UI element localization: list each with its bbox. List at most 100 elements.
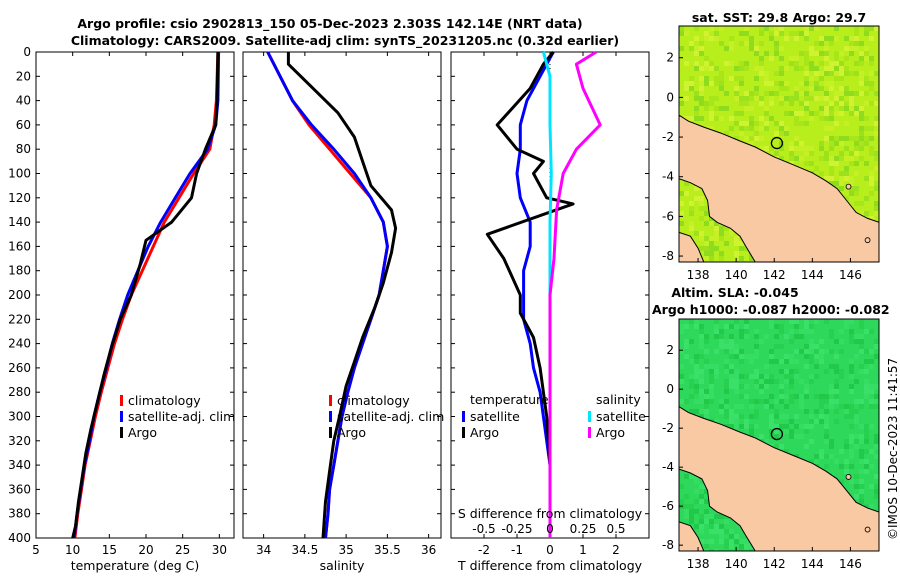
- sst_map-cell: [764, 76, 769, 81]
- sla_map-cell: [694, 499, 699, 504]
- sst_map-cell: [709, 236, 714, 241]
- sst_map-cell: [769, 36, 774, 41]
- sst_map-cell: [704, 101, 709, 106]
- sst_map-cell: [709, 221, 714, 226]
- sla_map-cell: [739, 359, 744, 364]
- sla_map-cell: [699, 379, 704, 384]
- sla_map-cell: [804, 324, 809, 329]
- sla_map-island: [864, 526, 871, 533]
- sla_map-cell: [699, 484, 704, 489]
- sla_map-cell: [864, 469, 869, 474]
- sla_map-ytick-label: 0: [666, 382, 674, 396]
- sst_map-cell: [714, 236, 719, 241]
- temperature-ytick-label: 220: [8, 312, 31, 326]
- sst_map-cell: [864, 26, 869, 31]
- sst_map-cell: [859, 201, 864, 206]
- sst_map-cell: [764, 146, 769, 151]
- temperature-ytick-label: 140: [8, 215, 31, 229]
- sla_map-cell: [714, 419, 719, 424]
- sst_map-cell: [764, 26, 769, 31]
- sla_map-cell: [844, 409, 849, 414]
- sst_map-cell: [854, 31, 859, 36]
- sst_map-cell: [704, 251, 709, 256]
- sla_map-cell: [694, 384, 699, 389]
- sla_map-cell: [859, 454, 864, 459]
- sst_map-cell: [859, 76, 864, 81]
- sst_map-cell: [854, 186, 859, 191]
- sla_map-cell: [679, 324, 684, 329]
- sla_map-cell: [724, 384, 729, 389]
- sst_map-cell: [834, 136, 839, 141]
- sla_map-cell: [739, 334, 744, 339]
- sla_map-cell: [804, 444, 809, 449]
- sst_map-cell: [689, 226, 694, 231]
- sla_map-cell: [854, 484, 859, 489]
- sla_map-cell: [769, 349, 774, 354]
- sst_map-cell: [839, 141, 844, 146]
- sst_map-cell: [804, 76, 809, 81]
- sst_map-cell: [849, 51, 854, 56]
- sla_map-cell: [839, 349, 844, 354]
- sst_map-cell: [699, 201, 704, 206]
- sla_map-cell: [854, 439, 859, 444]
- sst_map-cell: [844, 101, 849, 106]
- sla_map-cell: [834, 339, 839, 344]
- sst_map-cell: [819, 146, 824, 151]
- sla_map-cell: [784, 359, 789, 364]
- sla_map-cell: [699, 399, 704, 404]
- sla_map-cell: [684, 339, 689, 344]
- sst_map-cell: [859, 81, 864, 86]
- sst_map-cell: [744, 126, 749, 131]
- sst_map-cell: [784, 86, 789, 91]
- sst_map-cell: [834, 156, 839, 161]
- sla_map-cell: [734, 424, 739, 429]
- sla_map-cell: [769, 414, 774, 419]
- sst_map-cell: [699, 101, 704, 106]
- sla_map-cell: [759, 389, 764, 394]
- sla_map-cell: [734, 539, 739, 544]
- sst_map-cell: [819, 156, 824, 161]
- sst_map-cell: [839, 151, 844, 156]
- temperature-ytick-label: 200: [8, 288, 31, 302]
- sla_map-cell: [864, 389, 869, 394]
- sst_map-cell: [739, 66, 744, 71]
- sst_map-cell: [694, 26, 699, 31]
- sst_map-cell: [864, 196, 869, 201]
- sst_map-cell: [754, 121, 759, 126]
- sst_map-cell: [709, 36, 714, 41]
- sla_map-cell: [834, 364, 839, 369]
- figure-title-line2: Climatology: CARS2009. Satellite-adj cli…: [71, 33, 619, 49]
- sst_map-cell: [779, 146, 784, 151]
- sla_map-cell: [814, 364, 819, 369]
- sla_map-cell: [859, 499, 864, 504]
- sst_map-cell: [804, 31, 809, 36]
- sst_map-cell: [699, 231, 704, 236]
- sst_map-cell: [849, 136, 854, 141]
- sst_map-cell: [709, 66, 714, 71]
- sla_map-cell: [859, 459, 864, 464]
- sla_map-cell: [794, 324, 799, 329]
- sst_map-cell: [854, 146, 859, 151]
- sst_map-cell: [789, 61, 794, 66]
- diff-x2tick-label: -0.25: [501, 522, 532, 536]
- sst_map-cell: [779, 86, 784, 91]
- sst_map-cell: [704, 211, 709, 216]
- sla_map-cell: [859, 449, 864, 454]
- sst_map-cell: [724, 241, 729, 246]
- sla_map-cell: [859, 484, 864, 489]
- sla_map-cell: [829, 439, 834, 444]
- sst_map-cell: [854, 36, 859, 41]
- sla_map-cell: [854, 494, 859, 499]
- sst_map-cell: [834, 71, 839, 76]
- sst_map-cell: [754, 91, 759, 96]
- sla_map-cell: [809, 354, 814, 359]
- sla_map-cell: [724, 409, 729, 414]
- sla_map-cell: [744, 549, 749, 551]
- sst_map-cell: [704, 206, 709, 211]
- sla_map-cell: [789, 359, 794, 364]
- sst_map-cell: [739, 241, 744, 246]
- sla_map-cell: [849, 479, 854, 484]
- sst_map-cell: [789, 156, 794, 161]
- sst_map-cell: [834, 91, 839, 96]
- sla_map-cell: [754, 409, 759, 414]
